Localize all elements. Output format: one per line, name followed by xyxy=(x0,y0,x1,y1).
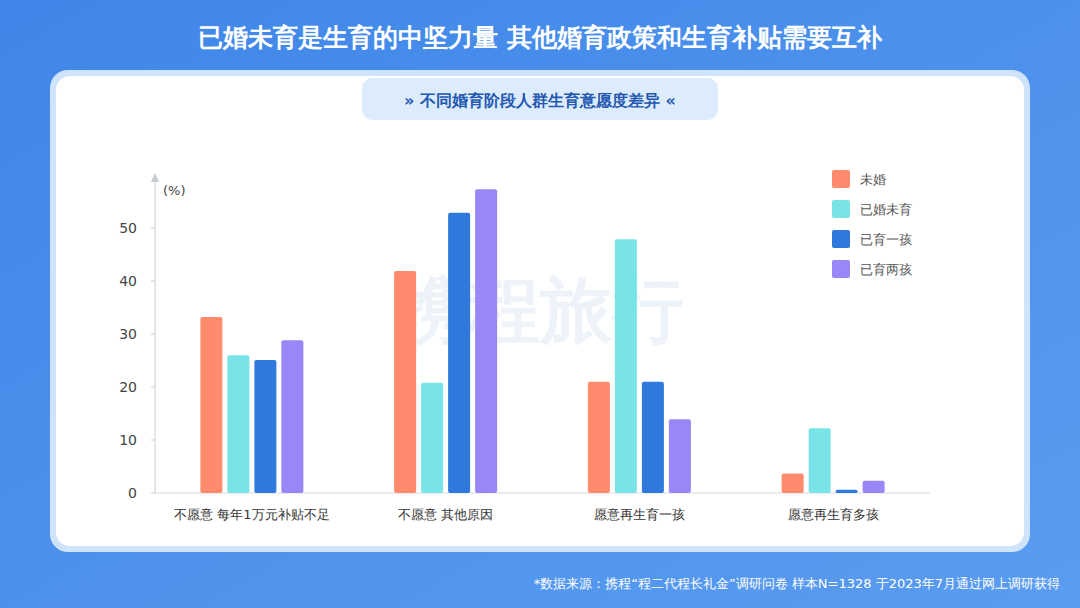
bars xyxy=(200,189,884,493)
y-tick xyxy=(151,387,155,388)
x-tick-label: 不愿意 其他原因 xyxy=(398,507,493,522)
bar xyxy=(421,383,443,493)
bar xyxy=(615,239,637,493)
bar xyxy=(782,473,804,493)
y-tick xyxy=(151,493,155,494)
x-tick-label: 愿意再生育多孩 xyxy=(788,507,879,522)
y-tick-label: 50 xyxy=(119,220,137,236)
y-tick xyxy=(151,228,155,229)
bar xyxy=(642,382,664,493)
background xyxy=(0,0,1080,608)
y-tick-label: 30 xyxy=(119,326,137,342)
x-tick-label: 愿意再生育一孩 xyxy=(594,507,685,522)
subtitle-pill xyxy=(362,78,718,120)
legend-label: 已育一孩 xyxy=(860,232,912,247)
panel-border xyxy=(50,70,1030,552)
y-axis-arrow xyxy=(151,173,159,182)
bar xyxy=(394,271,416,493)
legend-swatch xyxy=(832,170,850,188)
bar xyxy=(863,481,885,493)
bar xyxy=(227,355,249,493)
legend-label: 未婚 xyxy=(860,172,886,187)
bar xyxy=(836,490,858,493)
legend-swatch xyxy=(832,230,850,248)
subtitle: » 不同婚育阶段人群生育意愿度差异 « xyxy=(404,91,676,110)
legend-swatch xyxy=(832,260,850,278)
x-tick-label: 不愿意 每年1万元补贴不足 xyxy=(174,507,329,522)
y-tick-label: 40 xyxy=(119,273,137,289)
panel xyxy=(56,76,1024,546)
legend-label: 已育两孩 xyxy=(860,262,912,277)
source: *数据来源：携程“程二代程长礼金”调研问卷 样本N=1328 于2023年7月通… xyxy=(534,576,1060,591)
chart: 已婚未育是生育的中坚力量 其他婚育政策和生育补贴需要互补 » 不同婚育阶段人群生育… xyxy=(0,0,1080,608)
bar xyxy=(200,317,222,493)
y-tick xyxy=(151,281,155,282)
y-tick-label: 10 xyxy=(119,432,137,448)
watermark: 携程旅行 xyxy=(394,268,684,352)
y-tick xyxy=(151,440,155,441)
y-label: (%) xyxy=(163,183,186,198)
legend-swatch xyxy=(832,200,850,218)
y-tick xyxy=(151,334,155,335)
bar xyxy=(281,340,303,493)
y-tick-label: 20 xyxy=(119,379,137,395)
legend-label: 已婚未育 xyxy=(860,202,912,217)
bar xyxy=(588,382,610,493)
bar xyxy=(809,428,831,493)
y-tick-label: 0 xyxy=(128,485,137,501)
bar xyxy=(254,360,276,493)
bar xyxy=(475,189,497,493)
bar xyxy=(669,419,691,493)
bar xyxy=(448,213,470,493)
title: 已婚未育是生育的中坚力量 其他婚育政策和生育补贴需要互补 xyxy=(198,23,883,52)
